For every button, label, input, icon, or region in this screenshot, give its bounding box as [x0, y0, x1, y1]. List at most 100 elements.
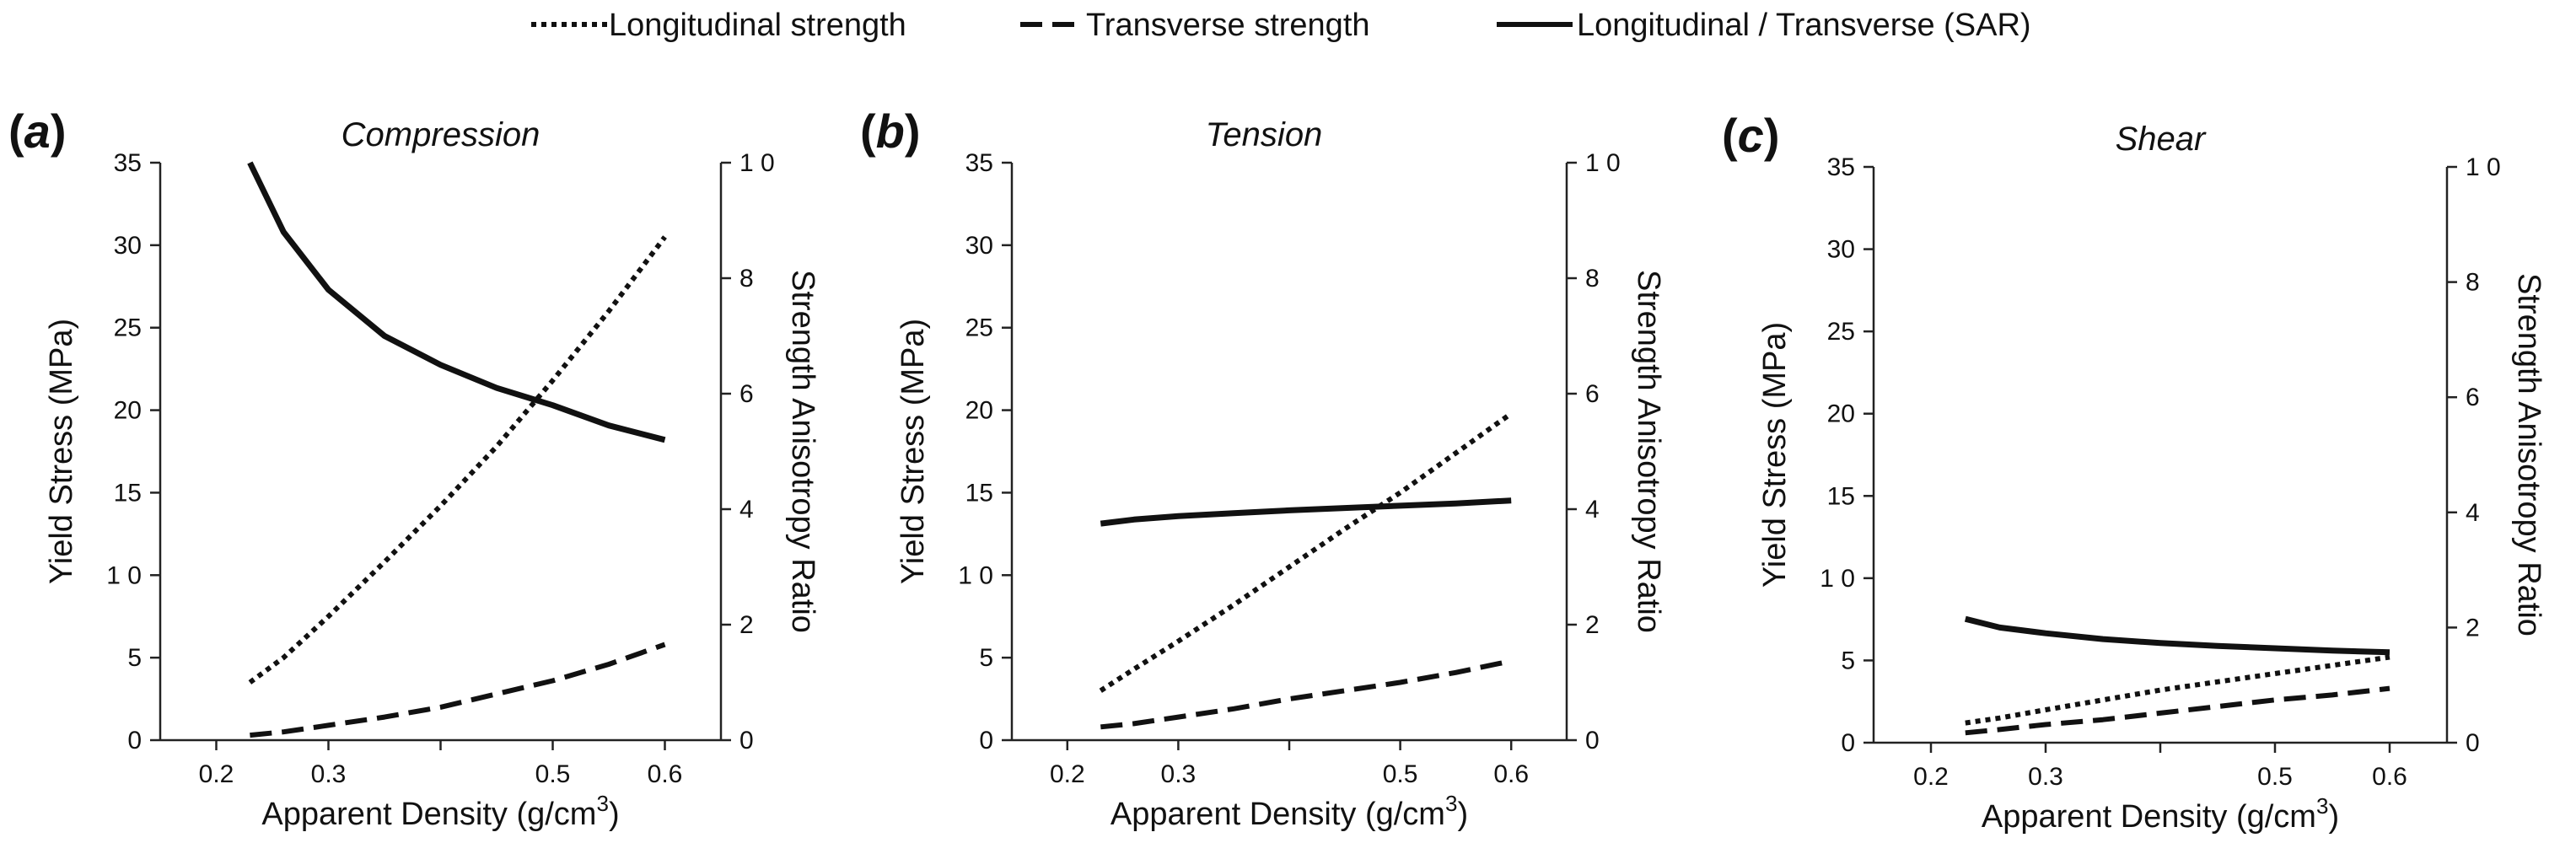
y-tick-label: 25 — [1827, 318, 1855, 346]
axes: 0 5 1 0 15 20 25 30 35 0 2 4 6 8 1 0 0.2 0.3 0.5 0.6 — [106, 149, 774, 788]
y-tick-label: 25 — [965, 314, 993, 342]
x-axis-title-end: ) — [1457, 797, 1468, 832]
x-tick-label: 0.2 — [1050, 760, 1085, 788]
panel-letter: (c) — [1722, 109, 1779, 162]
axes: 0 5 1 0 15 20 25 30 35 0 2 4 6 8 1 0 0.2 0.3 0.5 0.6 — [958, 149, 1620, 788]
y2-tick-label: 8 — [1585, 265, 1600, 293]
panel-letter-close-paren: ) — [905, 105, 921, 158]
y2-tick-label: 0 — [2466, 729, 2480, 757]
y2-tick-label: 2 — [1585, 611, 1600, 639]
legend: Longitudinal strength Transverse strength… — [531, 8, 2031, 43]
x-tick-label: 0.2 — [199, 760, 234, 788]
y-tick-label: 0 — [979, 727, 993, 754]
x-tick-label: 0.5 — [1383, 760, 1418, 788]
x-axis-title-superscript: 3 — [2316, 793, 2328, 819]
y2-tick-label: 1 0 — [2466, 153, 2501, 181]
x-axis-title-superscript: 3 — [596, 791, 608, 816]
y-axis-title: Yield Stress (MPa) — [44, 319, 79, 584]
y-tick-label: 0 — [1841, 729, 1855, 757]
legend-entry: Longitudinal / Transverse (SAR) — [1497, 8, 2031, 43]
x-tick-label: 0.2 — [1913, 763, 1949, 791]
y2-axis-title: Strength Anisotropy Ratio — [2511, 273, 2546, 636]
y2-tick-label: 0 — [1585, 727, 1600, 754]
y2-axis-title: Strength Anisotropy Ratio — [785, 270, 820, 633]
y-tick-label: 30 — [114, 232, 142, 260]
y2-tick-label: 0 — [739, 727, 754, 754]
y-tick-label: 20 — [965, 397, 993, 425]
y-tick-label: 35 — [114, 149, 142, 177]
panel-title: Shear — [2116, 121, 2207, 158]
y-tick-label: 0 — [127, 727, 142, 754]
y-tick-label: 5 — [979, 644, 993, 672]
y2-tick-label: 8 — [2466, 269, 2480, 297]
panel-letter-close-paren: ) — [51, 105, 67, 158]
y2-tick-label: 6 — [739, 380, 754, 408]
y2-tick-label: 8 — [739, 265, 754, 293]
legend-entry: Longitudinal strength — [531, 8, 906, 43]
series-line-solid — [1100, 497, 1512, 527]
series-line-solid — [1964, 615, 2390, 656]
y-tick-label: 15 — [965, 479, 993, 507]
x-axis-title-end: ) — [2328, 799, 2339, 835]
y-tick-label: 20 — [1827, 400, 1855, 428]
x-tick-label: 0.5 — [2257, 763, 2293, 791]
y-tick-label: 1 0 — [958, 561, 993, 589]
axes: 0 5 1 0 15 20 25 30 35 0 2 4 6 8 1 0 0.2 0.3 0.5 0.6 — [1820, 153, 2500, 791]
series-line-dotted — [1099, 411, 1513, 693]
panel-letter-open-paren: ( — [860, 105, 876, 158]
y-tick-label: 20 — [114, 397, 142, 425]
panel-letter-text: b — [876, 105, 905, 158]
y-axis-title: Yield Stress (MPa) — [895, 319, 931, 584]
legend-label: Longitudinal / Transverse (SAR) — [1577, 8, 2031, 43]
y2-tick-label: 2 — [739, 611, 754, 639]
y2-tick-label: 2 — [2466, 614, 2480, 642]
y-tick-label: 35 — [965, 149, 993, 177]
y2-tick-label: 4 — [1585, 496, 1600, 524]
panel-letter-close-paren: ) — [1764, 109, 1780, 162]
y-tick-label: 30 — [965, 232, 993, 260]
x-tick-label: 0.3 — [1161, 760, 1197, 788]
x-axis-title: Apparent Density (g/cm3) — [1982, 793, 2339, 835]
y2-tick-label: 6 — [2466, 384, 2480, 411]
legend-entry: Transverse strength — [1020, 8, 1370, 43]
panel-a: 0 5 1 0 15 20 25 30 35 0 2 4 6 8 1 0 0.2 0.3 0.5 0.6 (a) Co… — [8, 105, 820, 832]
y-tick-label: 30 — [1827, 236, 1855, 264]
x-axis-title-main: Apparent Density (g/cm — [1982, 799, 2316, 835]
x-tick-label: 0.6 — [2372, 763, 2407, 791]
y2-axis-title: Strength Anisotropy Ratio — [1631, 270, 1666, 633]
legend-label: Longitudinal strength — [609, 8, 906, 43]
panel-letter-text: a — [24, 105, 51, 158]
panel-c: 0 5 1 0 15 20 25 30 35 0 2 4 6 8 1 0 0.2 0.3 0.5 0.6 (c) Sh… — [1722, 109, 2546, 835]
panel-letter-open-paren: ( — [1722, 109, 1738, 162]
y-tick-label: 5 — [1841, 647, 1855, 674]
panel-title: Tension — [1206, 116, 1323, 153]
x-tick-label: 0.3 — [311, 760, 347, 788]
series-line-dashed — [250, 642, 666, 738]
x-tick-label: 0.5 — [535, 760, 571, 788]
panel-b: 0 5 1 0 15 20 25 30 35 0 2 4 6 8 1 0 0.2 0.3 0.5 0.6 (b) Te… — [860, 105, 1666, 832]
series-line-dashed — [1100, 658, 1512, 730]
y-tick-label: 15 — [1827, 482, 1855, 510]
x-tick-label: 0.6 — [648, 760, 683, 788]
y2-tick-label: 4 — [2466, 499, 2480, 527]
series-line-solid — [247, 161, 666, 443]
panel-letter-open-paren: ( — [8, 105, 24, 158]
y-tick-label: 5 — [127, 644, 142, 672]
panel-letter-text: c — [1738, 109, 1764, 162]
y2-tick-label: 1 0 — [739, 149, 775, 177]
series-line-dashed — [1965, 685, 2390, 736]
panel-title: Compression — [341, 116, 540, 153]
x-axis-title-superscript: 3 — [1445, 791, 1457, 816]
x-tick-label: 0.3 — [2028, 763, 2063, 791]
y-tick-label: 1 0 — [106, 561, 142, 589]
x-axis-title-main: Apparent Density (g/cm — [1111, 797, 1445, 832]
y-tick-label: 15 — [114, 479, 142, 507]
y2-tick-label: 1 0 — [1585, 149, 1621, 177]
x-axis-title-main: Apparent Density (g/cm — [261, 797, 596, 832]
legend-label: Transverse strength — [1086, 8, 1370, 43]
y-axis-title: Yield Stress (MPa) — [1757, 322, 1793, 588]
y-tick-label: 35 — [1827, 153, 1855, 181]
panel-letter: (a) — [8, 105, 66, 158]
